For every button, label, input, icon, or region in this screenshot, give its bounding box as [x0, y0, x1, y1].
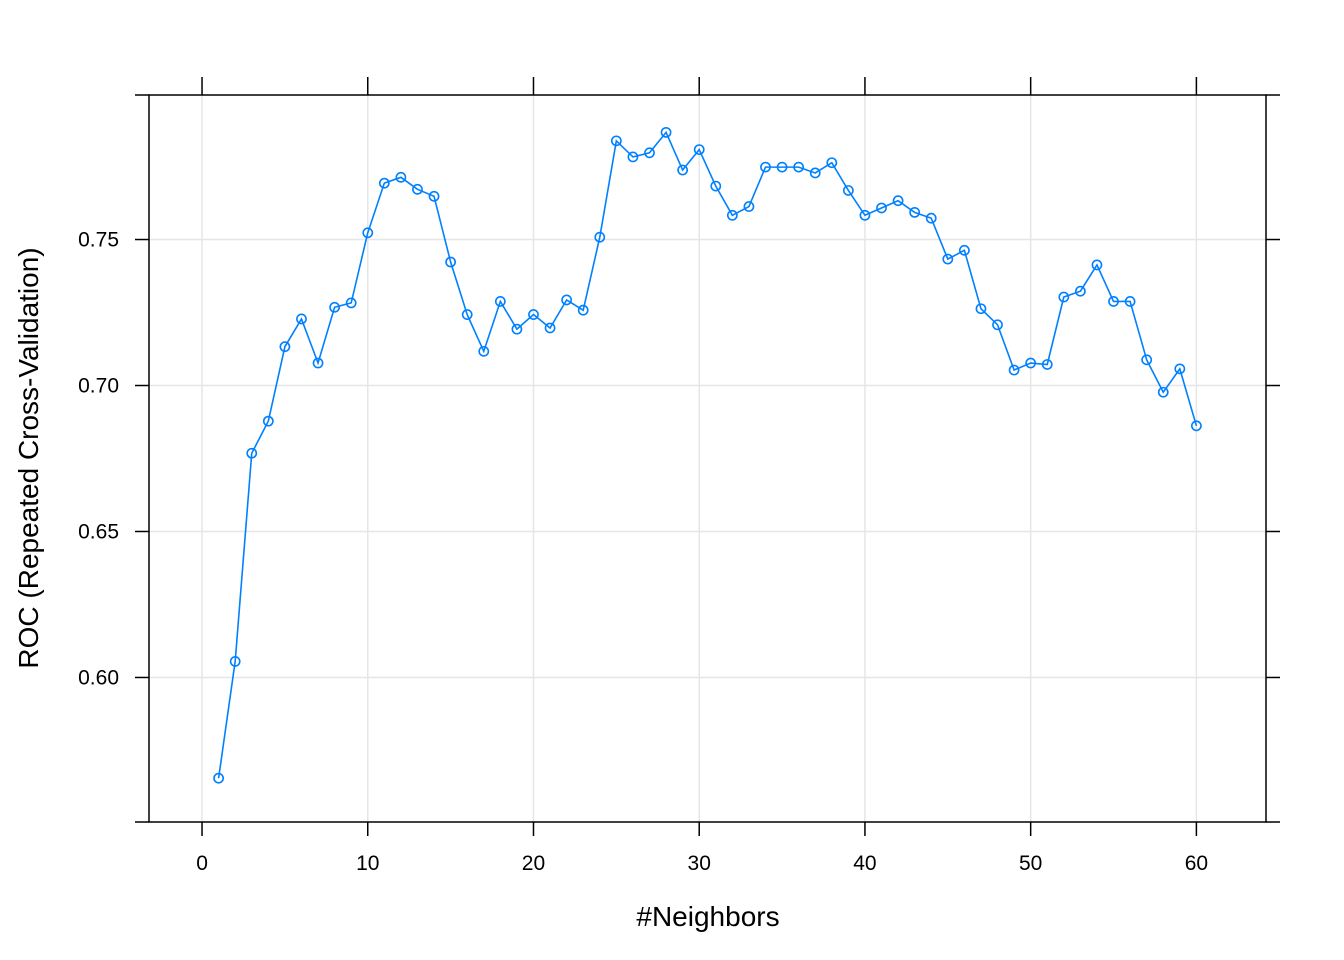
y-tick-label: 0.65 [78, 520, 119, 543]
data-point [1041, 359, 1053, 370]
data-point [511, 323, 523, 335]
data-point [478, 345, 490, 357]
x-axis-title: #Neighbors [636, 901, 779, 932]
data-point [743, 201, 755, 212]
data-point [279, 341, 291, 353]
data-point [213, 772, 225, 784]
data-point [992, 319, 1003, 331]
data-point [1074, 285, 1086, 297]
data-point [1124, 296, 1136, 307]
x-tick-label: 0 [196, 852, 208, 875]
data-point [776, 161, 788, 173]
data-point [793, 161, 805, 173]
data-point [296, 313, 307, 325]
data-point [246, 447, 258, 459]
data-point [577, 304, 589, 316]
data-point [1174, 363, 1186, 375]
data-point [345, 297, 357, 309]
data-point [925, 212, 937, 224]
data-point [445, 256, 457, 268]
data-point [561, 294, 573, 306]
grid [149, 95, 1266, 822]
y-axis-title: ROC (Repeated Cross-Validation) [13, 247, 44, 668]
x-tick-label: 20 [522, 852, 545, 875]
data-point [693, 144, 705, 155]
x-tick-label: 10 [356, 852, 379, 875]
data-point [876, 202, 887, 214]
data-point [760, 161, 771, 173]
x-tick-label: 50 [1019, 852, 1042, 875]
series-line [217, 130, 1198, 779]
data-point [528, 309, 539, 320]
data-point [1058, 291, 1070, 303]
data-point [660, 126, 672, 138]
data-point [1190, 420, 1202, 432]
axis-ticks: 0 10 20 30 40 50 60 0.60 0.65 0.70 0.75 [78, 77, 1280, 875]
y-tick-label: 0.60 [78, 666, 119, 689]
data-point [1091, 259, 1103, 271]
data-point [412, 183, 423, 195]
data-point [229, 656, 241, 667]
data-point [610, 135, 622, 147]
data-point [544, 322, 556, 334]
series-roc [213, 126, 1202, 784]
plot-panel [148, 94, 1267, 823]
data-point [842, 185, 854, 196]
data-point [677, 164, 689, 176]
data-point [461, 309, 473, 320]
data-point [1025, 357, 1037, 369]
data-point [262, 415, 274, 427]
data-point [428, 190, 440, 202]
data-point [494, 296, 506, 307]
data-point [312, 357, 324, 369]
data-point [594, 231, 606, 243]
x-tick-label: 30 [688, 852, 711, 875]
data-point [378, 177, 390, 189]
data-point [809, 167, 821, 179]
data-point [859, 209, 871, 221]
data-point [909, 206, 921, 218]
data-point [1108, 296, 1119, 307]
y-tick-label: 0.75 [78, 229, 119, 252]
data-point [826, 157, 838, 169]
data-point [395, 171, 407, 183]
data-point [362, 227, 374, 239]
data-point [329, 301, 341, 313]
data-point [958, 244, 970, 256]
y-tick-label: 0.70 [78, 375, 119, 398]
data-point [1157, 386, 1169, 398]
x-tick-label: 40 [853, 852, 876, 875]
data-point [710, 180, 722, 192]
data-point [726, 209, 738, 221]
data-point [627, 151, 639, 163]
data-point [1141, 354, 1153, 366]
data-point [975, 303, 987, 315]
data-point [644, 147, 655, 159]
data-point [892, 195, 904, 207]
x-tick-label: 60 [1185, 852, 1208, 875]
data-point [1008, 364, 1020, 376]
data-point [942, 253, 954, 265]
